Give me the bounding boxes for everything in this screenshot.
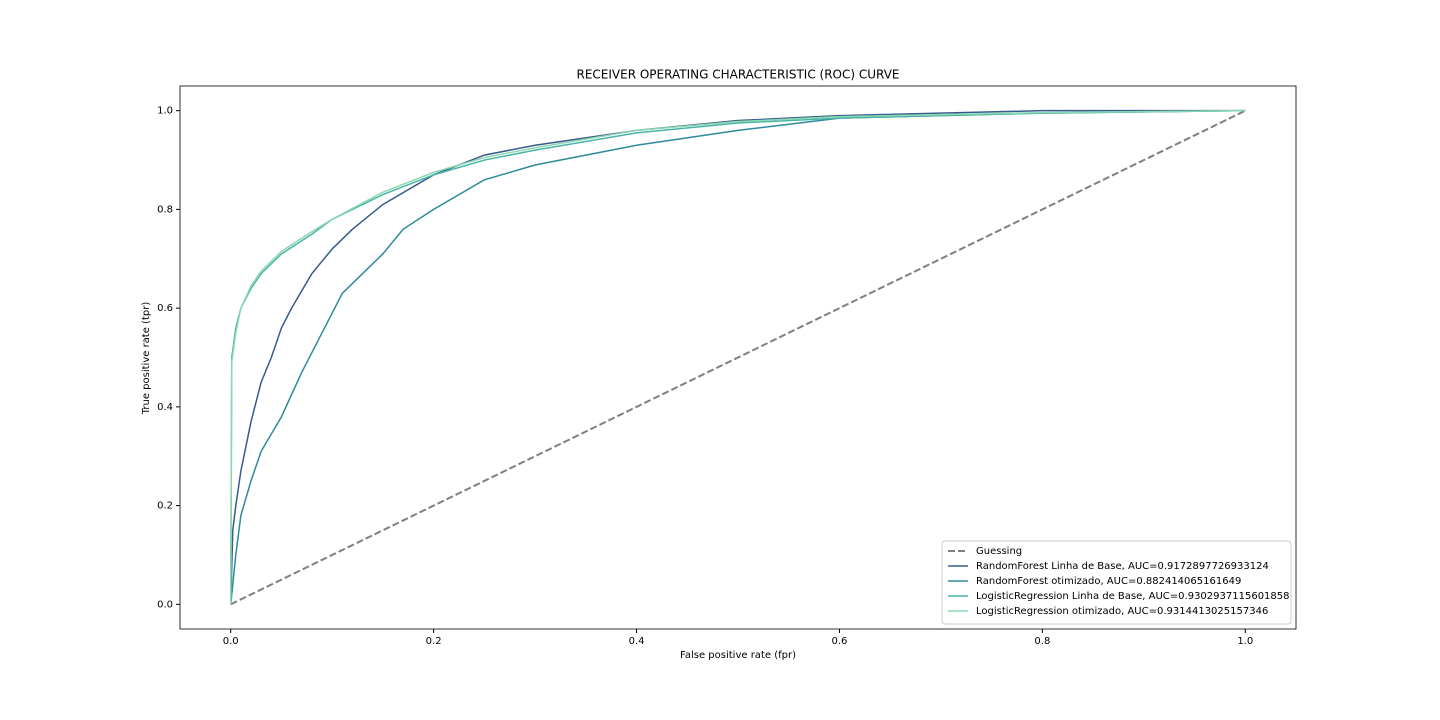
roc-line xyxy=(229,109,1246,605)
legend-label: LogisticRegression otimizado, AUC=0.9314… xyxy=(976,606,1268,617)
y-tick-label: 0.2 xyxy=(157,501,173,512)
x-tick-label: 0.2 xyxy=(426,636,442,647)
roc-line xyxy=(230,109,1246,606)
chart-title: RECEIVER OPERATING CHARACTERISTIC (ROC) … xyxy=(577,68,900,82)
x-tick-label: 0.4 xyxy=(629,636,645,647)
y-tick-label: 0.0 xyxy=(157,599,173,610)
roc-line xyxy=(229,109,1246,605)
y-tick-label: 1.0 xyxy=(157,106,173,117)
y-axis-label: True positive rate (tpr) xyxy=(141,302,152,416)
x-tick-label: 0.8 xyxy=(1034,636,1050,647)
y-tick-label: 0.4 xyxy=(157,402,173,413)
x-tick-label: 0.6 xyxy=(832,636,848,647)
y-tick-label: 0.6 xyxy=(157,303,173,314)
legend-label: LogisticRegression Linha de Base, AUC=0.… xyxy=(976,591,1290,602)
x-tick-label: 1.0 xyxy=(1237,636,1253,647)
legend-label: RandomForest otimizado, AUC=0.8824140651… xyxy=(976,576,1241,587)
y-tick-label: 0.8 xyxy=(157,204,173,215)
legend-label: RandomForest Linha de Base, AUC=0.917289… xyxy=(976,561,1269,572)
legend-label: Guessing xyxy=(976,546,1022,557)
x-tick-label: 0.0 xyxy=(223,636,239,647)
legend-box xyxy=(941,540,1292,625)
x-axis-label: False positive rate (fpr) xyxy=(680,650,796,661)
axes-frame xyxy=(179,85,1297,630)
